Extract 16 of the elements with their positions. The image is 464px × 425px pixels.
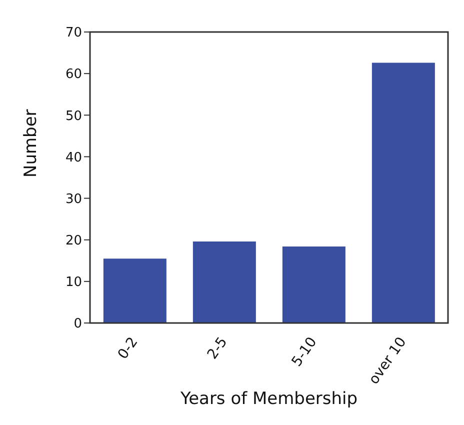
- x-axis-title: Years of Membership: [179, 389, 358, 409]
- y-axis-title: Number: [21, 109, 42, 178]
- x-tick-label: 2-5: [204, 334, 231, 362]
- bar: [103, 258, 166, 323]
- bar: [372, 62, 435, 323]
- bar: [282, 246, 346, 323]
- y-tick-label: 40: [65, 150, 82, 166]
- y-tick-label: 50: [65, 108, 82, 124]
- y-tick-label: 20: [65, 233, 82, 248]
- x-tick-label: 0-2: [115, 334, 142, 362]
- y-tick-label: 10: [65, 275, 82, 290]
- y-tick-label: 70: [65, 26, 82, 41]
- y-tick-label: 30: [65, 192, 82, 207]
- bar: [192, 242, 256, 323]
- y-tick-label: 0: [74, 316, 82, 332]
- y-tick-label: 60: [65, 67, 82, 82]
